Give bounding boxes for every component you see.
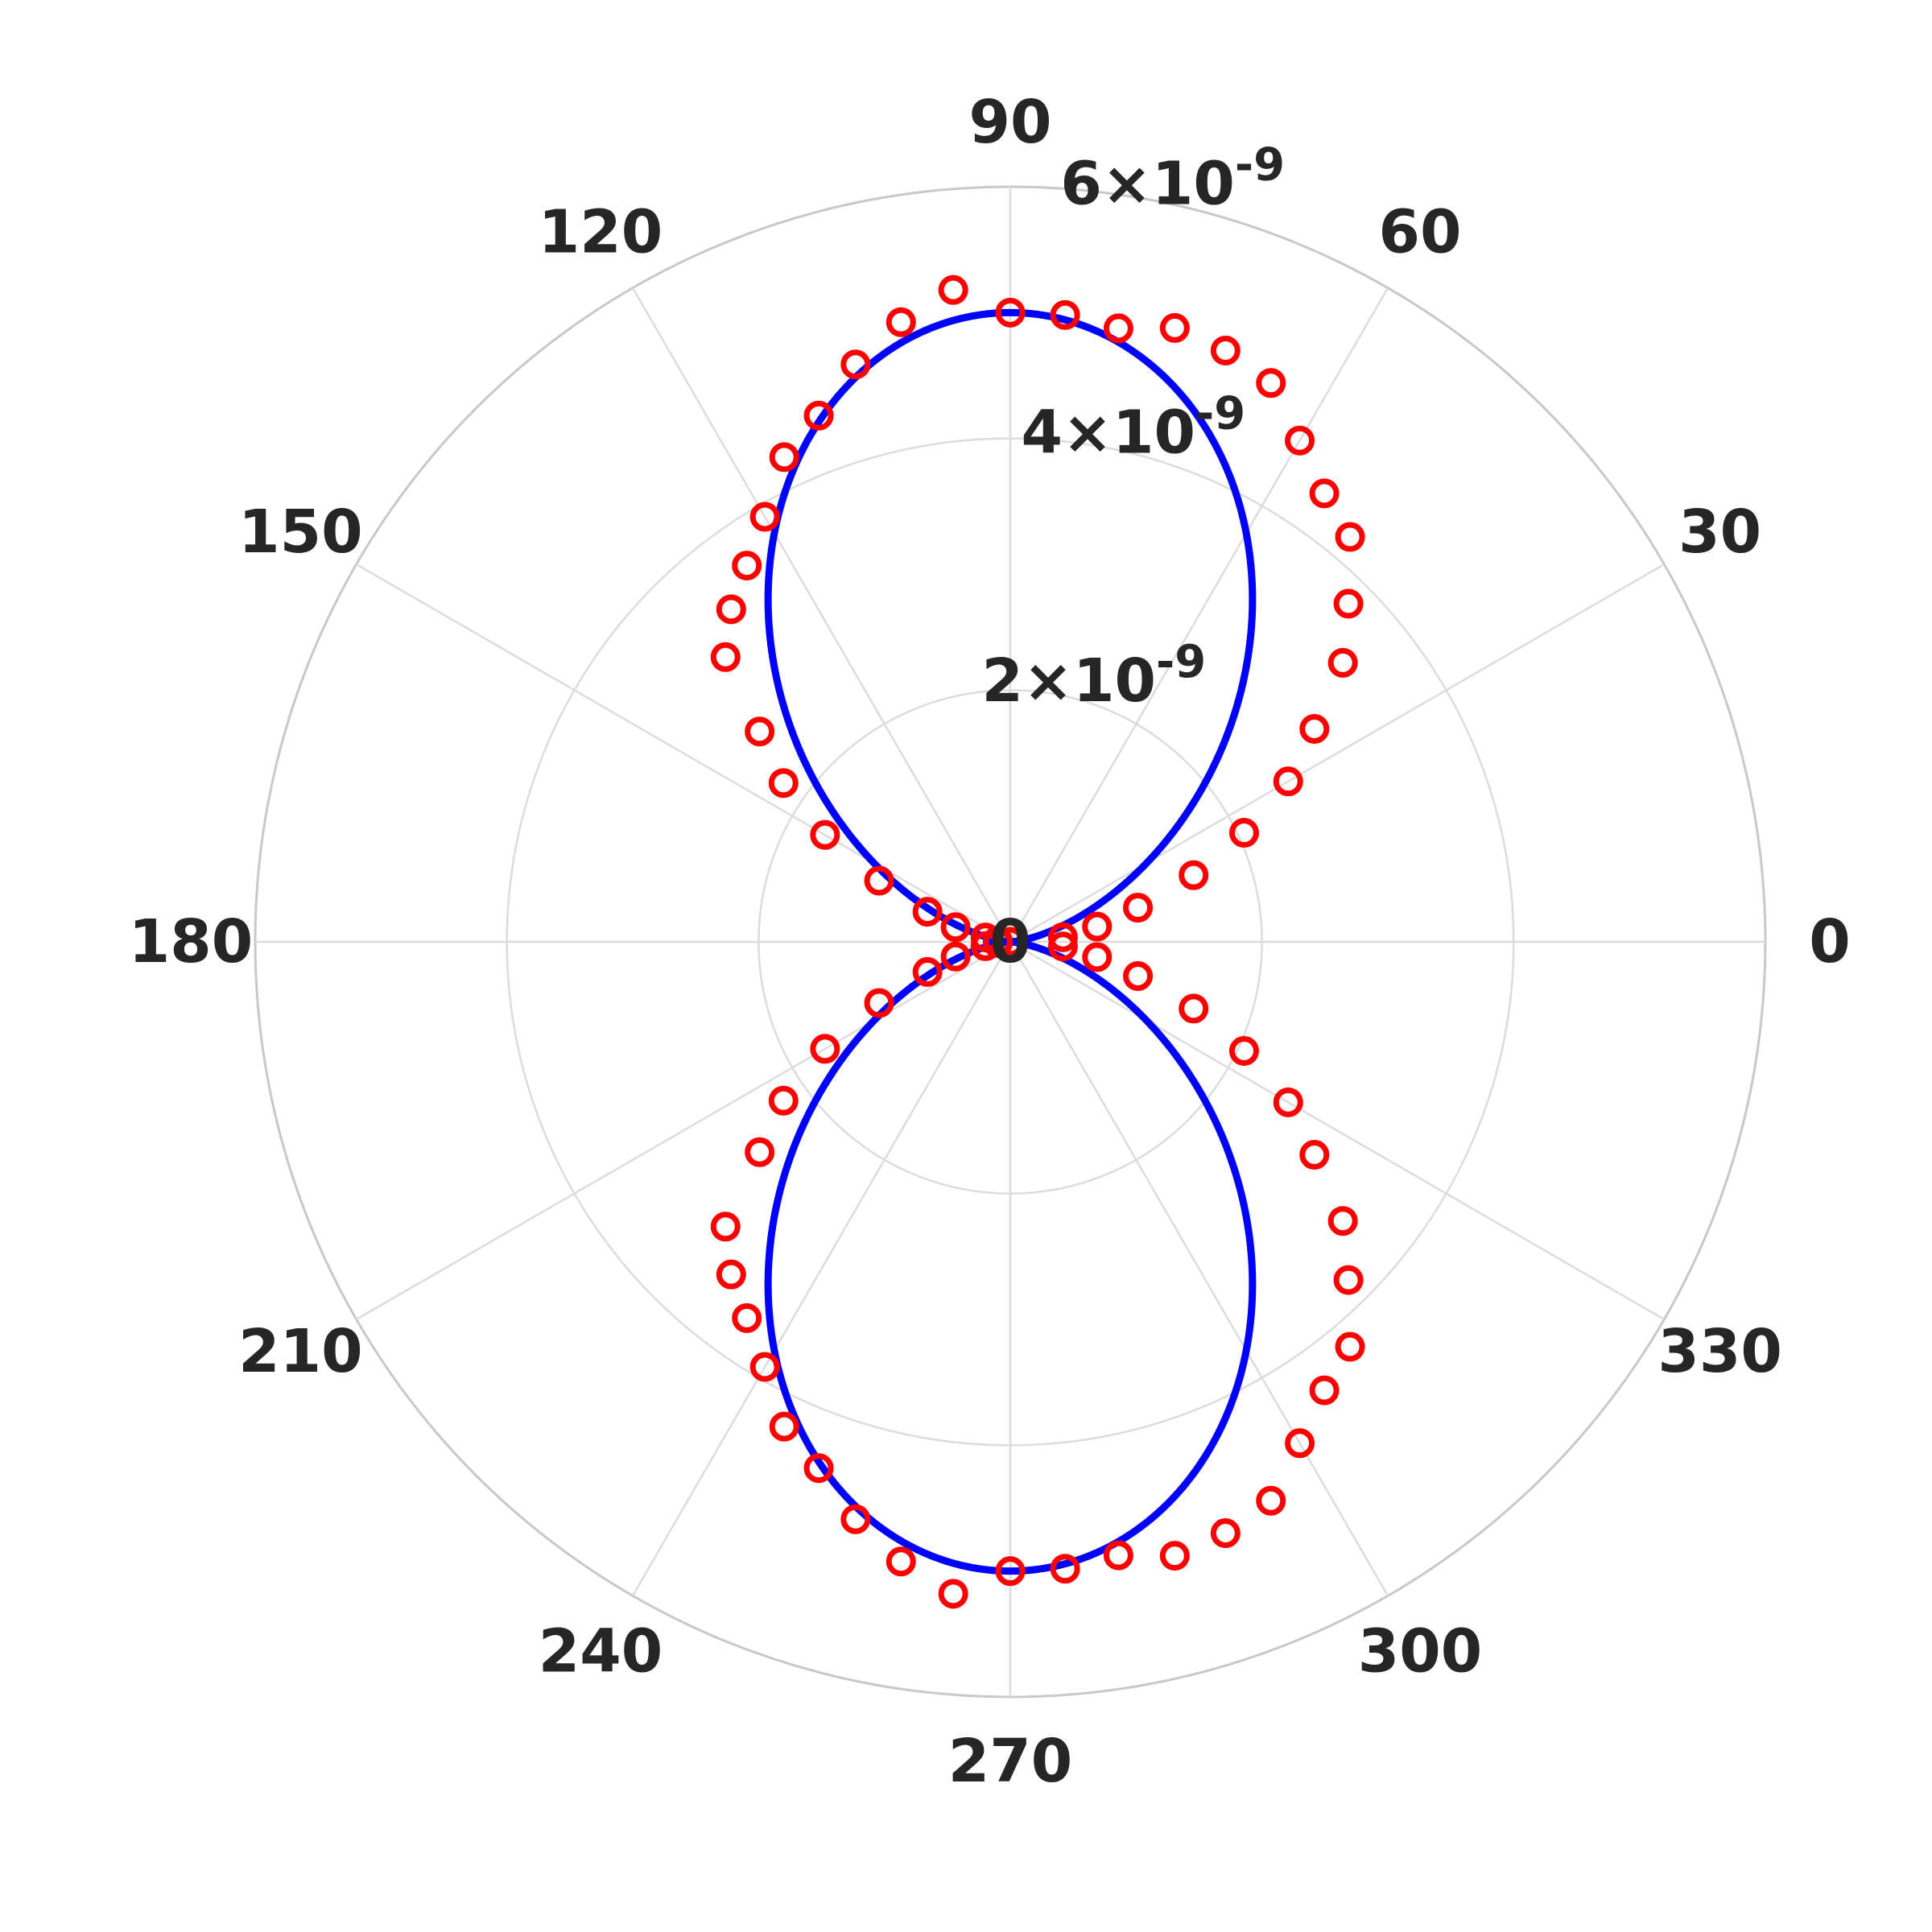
data-point [1228,1035,1259,1066]
data-point [912,897,943,927]
data-point [970,931,1001,961]
data-point [1082,942,1113,972]
data-point [840,349,871,380]
data-point [1273,766,1303,797]
angular-tick-label: 90 [969,88,1052,157]
data-point [732,551,762,581]
data-point [864,865,894,896]
angular-gridline [631,287,1012,943]
data-point [1335,522,1365,552]
angular-tick-label: 180 [129,907,253,976]
data-point [1327,1206,1358,1236]
radial-tick-label: 6×10-9 [1060,139,1285,219]
data-point [749,502,780,532]
angular-gridline [356,563,1011,943]
data-point [886,1546,916,1577]
data-point [803,400,834,431]
data-point [716,594,746,625]
data-point [938,275,968,305]
data-point [995,297,1026,328]
data-point [716,1259,746,1290]
data-point [938,1579,968,1609]
radial-tick-label: 2×10-9 [982,636,1207,716]
data-point [1285,425,1315,456]
data-point [1333,588,1364,619]
data-point [1256,368,1286,398]
data-point [1309,478,1340,509]
data-point [840,1504,871,1534]
data-point [769,1411,799,1442]
data-point [864,988,894,1018]
data-point [1299,1140,1330,1170]
data-point [710,642,741,672]
angular-tick-label: 330 [1657,1317,1781,1386]
data-point [1285,1428,1315,1459]
data-point [1256,1485,1286,1516]
data-point [1047,931,1078,962]
angular-tick-label: 0 [1809,907,1851,976]
data-point [1228,818,1259,848]
radial-origin-label: 0 [989,907,1031,976]
angular-tick-label: 150 [238,497,362,567]
data-point [1309,1375,1340,1406]
data-point [1210,1518,1241,1549]
angular-tick-labels: 0 30 60 90 120 150 180 210 240 270 300 330 [129,88,1851,1796]
data-point [1082,911,1113,942]
angular-tick-label: 240 [539,1617,663,1686]
data-point [745,1137,775,1167]
data-point [1273,1087,1303,1117]
data-point [1327,647,1358,678]
angular-gridline [1009,940,1665,1321]
data-point [1333,1265,1364,1295]
data-point [1210,335,1241,365]
angular-gridline [1009,287,1389,943]
data-point [1123,893,1154,923]
data-point [1123,960,1154,991]
angular-tick-label: 60 [1379,197,1462,266]
data-point [1050,299,1080,330]
data-point [768,768,799,799]
data-point [803,1453,834,1484]
data-point [912,956,943,987]
data-point [1335,1331,1365,1362]
angular-tick-label: 210 [238,1317,362,1386]
angular-tick-label: 30 [1678,497,1761,567]
angular-tick-label: 120 [539,197,663,266]
angular-gridline [1009,941,1389,1596]
data-point [1050,1554,1080,1584]
angular-tick-label: 300 [1358,1617,1482,1686]
data-point [732,1302,762,1333]
data-point [1159,312,1190,343]
data-point [810,819,840,850]
data-point [1047,922,1078,952]
data-point [982,927,1013,958]
data-point [768,1085,799,1116]
data-points-layer [710,275,1365,1609]
data-point [1299,713,1330,744]
data-point [749,1352,780,1382]
data-point [940,912,971,943]
data-point [940,941,971,972]
data-point [1179,860,1209,890]
data-point [769,442,799,473]
data-point [745,716,775,747]
angular-tick-label: 270 [948,1727,1072,1796]
radial-tick-label: 4×10-9 [1021,387,1245,467]
angular-gridline [631,941,1012,1596]
angular-gridline [356,940,1011,1321]
data-point [995,1556,1026,1587]
data-point [1159,1541,1190,1571]
angular-gridline [1009,563,1665,943]
data-point [886,307,916,337]
data-point [710,1212,741,1242]
data-point [1103,1540,1133,1571]
data-point [1179,993,1209,1024]
data-point [810,1034,840,1064]
radial-tick-labels: 2×10-9 4×10-9 6×10-9 0 [982,139,1286,976]
data-point [1103,313,1133,344]
